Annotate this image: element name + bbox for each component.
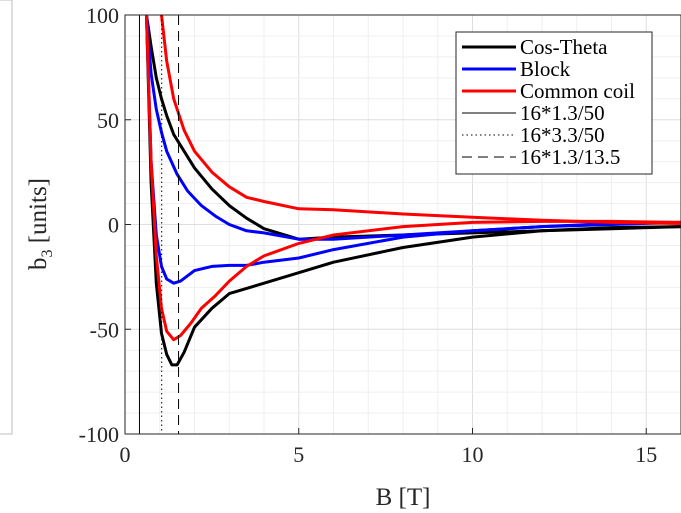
y-tick-label: -100 <box>79 422 119 447</box>
y-axis-label: b3 [units] <box>25 178 56 270</box>
y-axis-label-unit: [units] <box>25 178 52 250</box>
legend-label: 16*1.3/50 <box>520 101 605 125</box>
series-line-Common coil-1 <box>145 15 681 342</box>
y-tick-label: 0 <box>108 213 119 238</box>
x-tick-label: 10 <box>462 442 484 467</box>
y-axis-label-main: b <box>25 258 52 271</box>
y-tick-label: 50 <box>97 108 119 133</box>
legend-label: Block <box>520 57 571 81</box>
legend-label: 16*1.3/13.5 <box>520 145 620 169</box>
x-tick-label: 5 <box>293 442 304 467</box>
y-tick-label: -50 <box>90 317 119 342</box>
axis-ticks: 0 5 10 15 -100 -50 0 50 100 <box>79 3 658 467</box>
left-panel-edge <box>0 0 13 435</box>
x-tick-label: 0 <box>120 442 131 467</box>
x-tick-label: 15 <box>635 442 657 467</box>
legend-label: 16*3.3/50 <box>520 123 605 147</box>
series-line-Cos-Theta-0 <box>145 15 681 241</box>
legend-box <box>455 31 653 175</box>
x-axis-label: B [T] <box>376 484 431 511</box>
series-group <box>138 15 681 434</box>
series-line-Cos-Theta-1 <box>145 15 681 367</box>
legend-label: Common coil <box>520 79 635 103</box>
y-axis-label-sub: 3 <box>39 250 56 258</box>
y-tick-label: 100 <box>86 3 119 28</box>
series-line-Block-1 <box>145 15 681 285</box>
legend-label: Cos-Theta <box>520 35 608 59</box>
